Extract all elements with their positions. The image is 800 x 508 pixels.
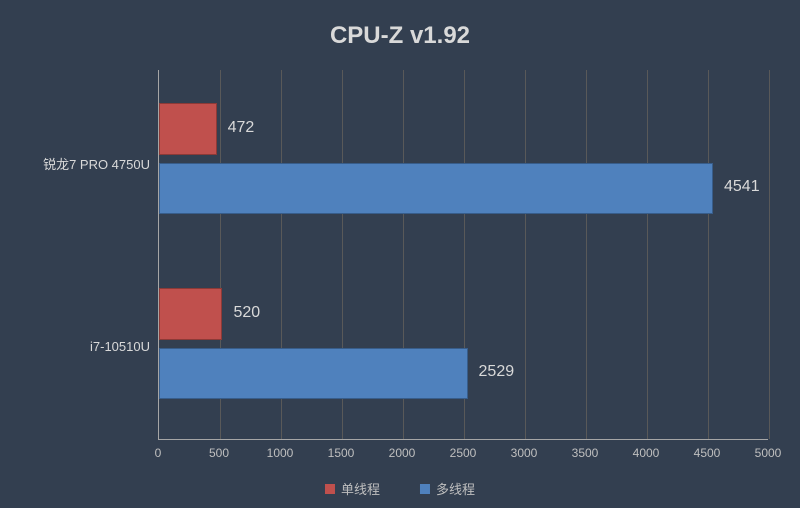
x-tick-label: 4000 [633, 446, 660, 460]
legend-label: 单线程 [341, 479, 380, 498]
bar-value-label: 520 [233, 304, 260, 322]
bar-多线程 [159, 348, 468, 400]
y-category-label: i7-10510U [90, 339, 150, 354]
x-tick-label: 4500 [694, 446, 721, 460]
x-tick-label: 2000 [389, 446, 416, 460]
gridline [708, 70, 709, 439]
bar-value-label: 472 [228, 119, 255, 137]
gridline [586, 70, 587, 439]
x-tick-label: 1500 [328, 446, 355, 460]
x-tick-label: 2500 [450, 446, 477, 460]
x-tick-label: 500 [209, 446, 229, 460]
legend-label: 多线程 [436, 479, 475, 498]
bar-value-label: 4541 [724, 178, 760, 196]
legend-item: 单线程 [325, 479, 380, 498]
legend: 单线程 多线程 [325, 479, 475, 498]
bar-value-label: 2529 [479, 363, 515, 381]
y-category-label: 锐龙7 PRO 4750U [43, 154, 150, 173]
legend-swatch [325, 484, 335, 494]
bar-单线程 [159, 288, 222, 340]
x-tick-label: 3000 [511, 446, 538, 460]
gridline [525, 70, 526, 439]
x-tick-label: 3500 [572, 446, 599, 460]
x-tick-label: 1000 [267, 446, 294, 460]
x-tick-label: 0 [155, 446, 162, 460]
legend-swatch [420, 484, 430, 494]
bar-单线程 [159, 103, 217, 155]
chart-container: CPU-Z v1.92 单线程 多线程 0 500 1000 1500 2000 2500 3… [0, 0, 800, 508]
gridline [769, 70, 770, 439]
gridline [647, 70, 648, 439]
x-tick-label: 5000 [755, 446, 782, 460]
bar-多线程 [159, 163, 713, 215]
legend-item: 多线程 [420, 479, 475, 498]
chart-title: CPU-Z v1.92 [0, 22, 800, 50]
